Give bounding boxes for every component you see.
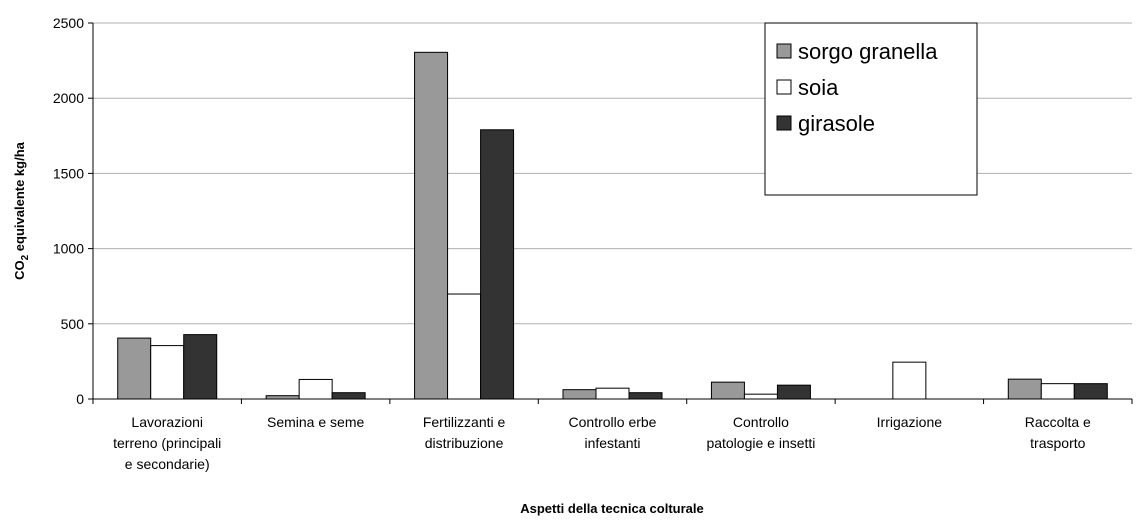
x-category-label: Fertilizzanti e distribuzione: [423, 414, 506, 451]
x-axis-title: Aspetti della tecnica colturale: [520, 501, 704, 516]
x-category-label-line: distribuzione: [425, 435, 504, 451]
bar-girasole: [183, 334, 218, 400]
bar-soia: [595, 387, 630, 400]
bar-girasole: [1073, 383, 1108, 400]
y-axis-title-subscript: 2: [20, 254, 31, 260]
bar-girasole: [628, 392, 663, 400]
y-axis-title: CO2 equivalente kg/ha: [12, 141, 31, 280]
y-tick-label: 2500: [53, 15, 84, 31]
bar-soia: [447, 293, 482, 400]
x-category-label-line: infestanti: [584, 435, 640, 451]
bars: [117, 51, 1108, 400]
bar-soia: [743, 393, 778, 400]
x-category-label-line: Irrigazione: [877, 414, 943, 430]
y-tick-label: 1500: [53, 165, 84, 181]
bar-soia: [892, 361, 927, 400]
x-category-label: Controllo erbe infestanti: [569, 414, 657, 451]
x-category-label-line: Controllo erbe: [569, 414, 657, 430]
bar-sorgo-granella: [710, 381, 745, 400]
x-category-label-line: Lavorazioni: [131, 414, 203, 430]
legend-label: sorgo granella: [798, 39, 938, 64]
x-category-label-line: terreno (principali: [113, 435, 221, 451]
bar-sorgo-granella: [1007, 378, 1042, 400]
legend-swatch-girasole: [776, 115, 792, 131]
x-category-label-line: Fertilizzanti e: [423, 414, 506, 430]
legend-box: [764, 22, 978, 196]
bar-soia: [298, 378, 333, 400]
y-axis-ticks: 0 500 1000 1500 2000 2500: [53, 15, 93, 407]
x-category-label-line: trasporto: [1030, 435, 1085, 451]
legend-swatch-soia: [776, 79, 792, 95]
y-axis-title-rest: equivalente kg/ha: [12, 141, 27, 254]
x-category-label: Irrigazione: [877, 414, 943, 430]
bar-girasole: [331, 392, 366, 400]
bar-sorgo-granella: [117, 337, 152, 400]
bar-soia: [150, 345, 185, 400]
x-category-label-line: Semina e seme: [267, 414, 364, 430]
x-category-label-line: Raccolta e: [1025, 414, 1091, 430]
y-tick-label: 1000: [53, 241, 84, 257]
y-axis-title-main: CO: [12, 260, 27, 280]
y-tick-label: 500: [61, 316, 85, 332]
x-category-label: Controllo patologie e insetti: [706, 414, 815, 451]
bar-girasole: [776, 384, 811, 400]
x-category-label: Lavorazioni terreno (principali e secondar…: [113, 414, 221, 472]
legend-label: girasole: [798, 111, 875, 136]
y-tick-label: 2000: [53, 90, 84, 106]
x-axis-ticks: [92, 399, 1133, 404]
legend-label: soia: [798, 75, 839, 100]
bar-sorgo-granella: [562, 389, 597, 400]
bar-soia: [1040, 383, 1075, 400]
bar-sorgo-granella: [414, 51, 449, 400]
y-tick-label: 0: [76, 391, 84, 407]
bar-girasole: [480, 129, 515, 400]
x-category-label-line: Controllo: [733, 414, 789, 430]
x-category-label: Semina e seme: [267, 414, 364, 430]
x-axis-category-labels: Lavorazioni terreno (principali e secondar…: [113, 414, 1091, 472]
x-category-label: Raccolta e trasporto: [1025, 414, 1091, 451]
x-category-label-line: patologie e insetti: [706, 435, 815, 451]
legend: sorgo granella soia girasole: [764, 22, 978, 196]
x-category-label-line: e secondarie): [125, 456, 210, 472]
legend-swatch-sorgo-granella: [776, 43, 792, 59]
